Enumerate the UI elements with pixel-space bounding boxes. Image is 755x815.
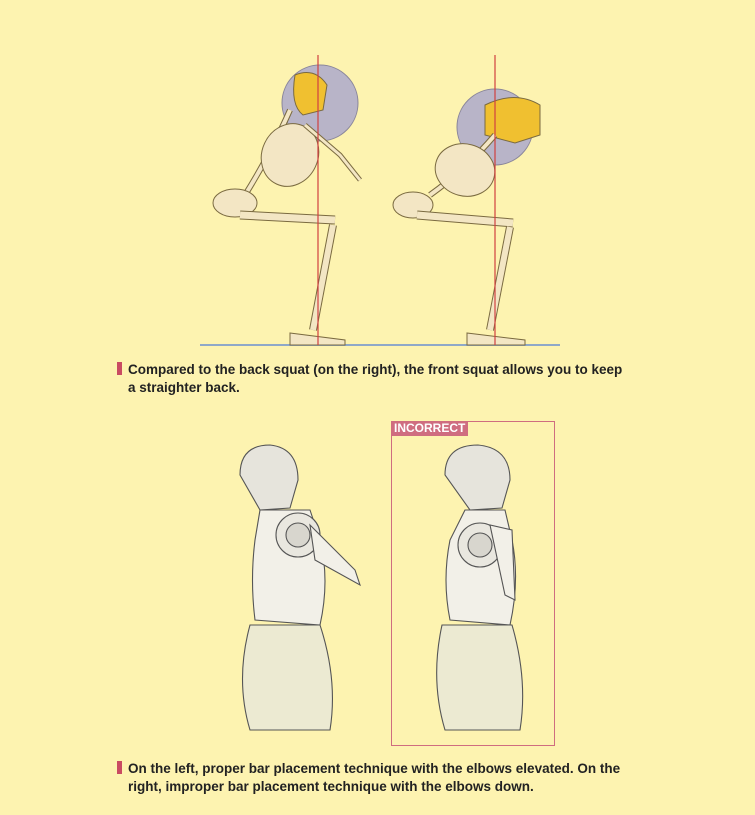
squat-skeleton-illustration (200, 55, 560, 346)
caption-marker (117, 362, 122, 375)
front-squat-skeleton (212, 55, 362, 346)
bar-caption-line2: right, improper bar placement technique … (128, 779, 534, 794)
squat-caption-line1: Compared to the back squat (on the right… (128, 362, 623, 377)
bar-placement-caption: On the left, proper bar placement techni… (117, 760, 737, 796)
incorrect-technique-figure (436, 444, 524, 731)
bar-caption-line1: On the left, proper bar placement techni… (128, 761, 621, 776)
caption-marker (117, 761, 122, 774)
incorrect-frame (391, 421, 555, 746)
squat-caption-line2: a straighter back. (128, 380, 240, 395)
bar-placement-illustration (239, 444, 524, 731)
back-squat-skeleton (392, 55, 541, 346)
incorrect-label: INCORRECT (391, 421, 469, 436)
squat-caption: Compared to the back squat (on the right… (117, 361, 717, 397)
correct-technique-figure (239, 444, 361, 731)
